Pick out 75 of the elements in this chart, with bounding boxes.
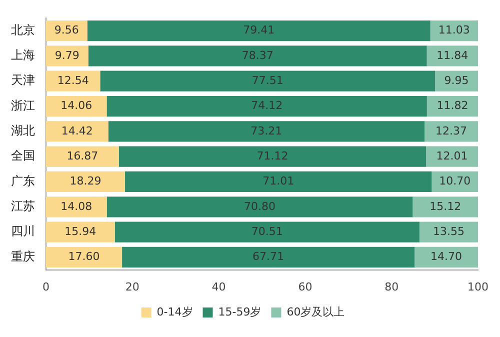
y-tick-label: 天津	[11, 73, 35, 88]
data-label: 11.03	[438, 24, 470, 37]
data-label: 9.79	[54, 48, 80, 62]
bar	[426, 46, 478, 66]
data-label: 14.06	[60, 99, 92, 112]
data-label: 71.01	[262, 174, 294, 188]
x-tick-label: 80	[384, 280, 399, 294]
data-label: 74.12	[251, 99, 283, 112]
data-label: 14.08	[60, 200, 92, 213]
y-tick-label: 江苏	[11, 199, 35, 214]
bar	[122, 246, 415, 268]
y-tick-label: 上海	[11, 48, 35, 62]
bar	[46, 246, 122, 268]
bar	[46, 46, 88, 66]
bar	[106, 96, 427, 117]
data-label: 17.60	[68, 250, 100, 264]
bar	[106, 196, 413, 218]
data-label: 14.42	[61, 124, 93, 138]
data-label: 67.71	[252, 250, 284, 264]
data-label: 16.87	[66, 149, 98, 162]
legend-label: 15-59岁	[218, 305, 262, 318]
bar	[46, 70, 100, 92]
data-label: 15.94	[64, 224, 96, 238]
bar	[46, 121, 108, 142]
x-tick-label: 20	[125, 280, 140, 294]
legend-label: 0-14岁	[156, 305, 193, 318]
data-label: 11.84	[436, 48, 468, 62]
data-label: 11.82	[436, 99, 468, 112]
data-label: 12.01	[436, 149, 468, 162]
x-tick-label: 60	[298, 280, 312, 294]
data-label: 18.29	[70, 174, 102, 188]
x-tick-label: 40	[212, 280, 226, 294]
bar	[46, 146, 119, 167]
bar	[118, 146, 426, 167]
data-label: 78.37	[242, 48, 274, 62]
bar	[125, 171, 432, 192]
bar	[108, 121, 425, 142]
y-tick-label: 浙江	[11, 98, 35, 112]
bar	[46, 222, 115, 242]
bar	[426, 96, 478, 117]
y-tick-label: 广东	[11, 174, 35, 188]
bar	[46, 196, 107, 218]
bar	[414, 246, 478, 268]
legend-label: 60岁及以上	[286, 305, 345, 318]
bar	[87, 20, 430, 42]
data-label: 77.51	[252, 74, 284, 87]
bar	[114, 222, 420, 242]
bar	[419, 222, 478, 242]
y-tick-label: 湖北	[11, 124, 35, 138]
bar	[46, 96, 107, 117]
bar	[426, 146, 478, 167]
x-tick-label: 0	[42, 280, 50, 294]
data-label: 12.54	[57, 74, 89, 87]
data-label: 70.51	[251, 224, 283, 238]
bar	[46, 171, 126, 192]
x-tick-label: 100	[468, 280, 488, 294]
data-label: 70.80	[244, 200, 276, 213]
data-label: 79.41	[243, 24, 275, 37]
y-tick-label: 重庆	[11, 249, 35, 264]
data-label: 10.70	[439, 174, 471, 188]
data-label: 73.21	[250, 124, 282, 138]
bar	[424, 121, 478, 142]
bar	[88, 46, 427, 66]
data-label: 13.55	[432, 224, 464, 238]
data-label: 9.56	[54, 24, 79, 37]
data-label: 9.95	[444, 74, 469, 87]
bar	[412, 196, 478, 218]
y-tick-label: 北京	[11, 22, 35, 37]
data-label: 15.12	[430, 200, 462, 213]
data-label: 71.12	[256, 149, 288, 162]
data-label: 14.70	[430, 250, 462, 264]
y-tick-label: 四川	[11, 224, 35, 238]
bar	[100, 70, 436, 92]
y-tick-label: 全国	[11, 148, 35, 163]
data-label: 12.37	[436, 124, 468, 138]
